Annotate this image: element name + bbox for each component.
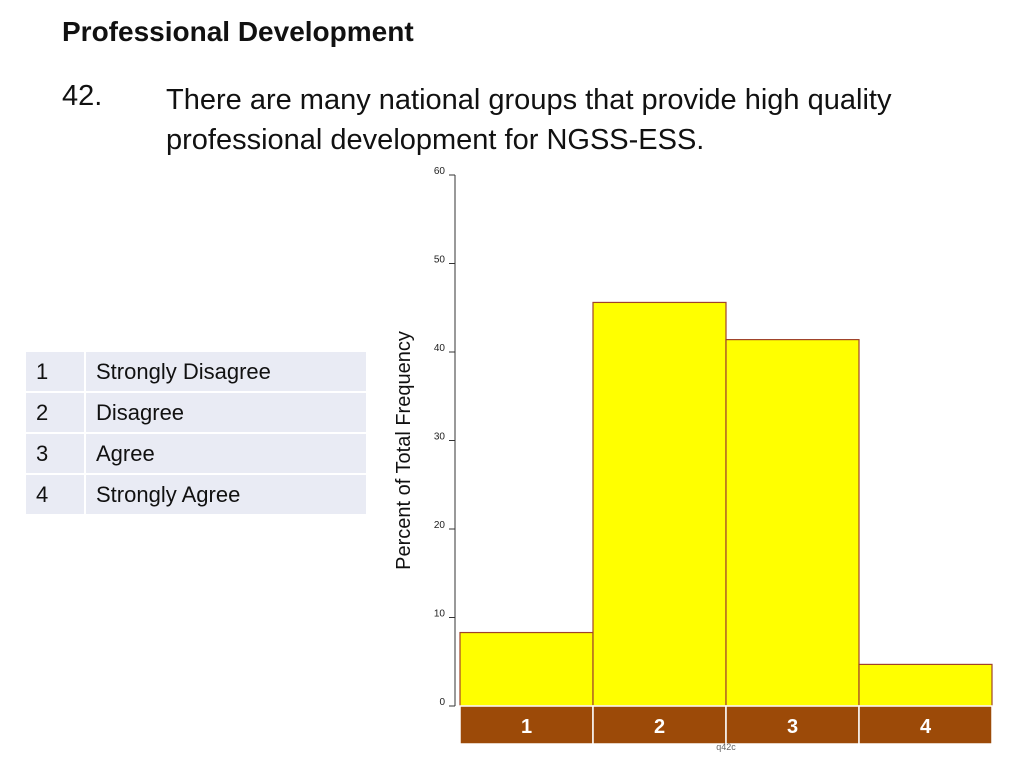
y-tick-label: 30 (434, 432, 446, 443)
category-label: 1 (521, 716, 532, 738)
legend-row: 1 Strongly Disagree (26, 352, 366, 391)
legend-row: 3 Agree (26, 434, 366, 473)
y-axis: 0 10 20 30 40 50 60 (434, 166, 456, 708)
y-axis-label: Percent of Total Frequency (393, 331, 415, 570)
y-tick-label: 0 (439, 697, 445, 708)
legend-label: Disagree (86, 393, 366, 432)
legend-code: 4 (26, 475, 86, 514)
legend-row: 4 Strongly Agree (26, 475, 366, 514)
category-cell (858, 705, 993, 745)
x-axis-label: q42c (716, 742, 736, 752)
bar-2 (592, 301, 727, 707)
category-cell (459, 705, 594, 745)
category-band: 1 2 3 4 (459, 705, 993, 745)
category-label: 4 (920, 716, 932, 738)
legend-code: 1 (26, 352, 86, 391)
bars (459, 301, 993, 707)
legend-label: Agree (86, 434, 366, 473)
response-legend-table: 1 Strongly Disagree 2 Disagree 3 Agree 4… (26, 350, 366, 516)
frequency-bar-chart: 0 10 20 30 40 50 60 1 2 3 4 Percent of Total Freq… (393, 166, 993, 752)
y-tick-label: 50 (434, 255, 446, 266)
legend-row: 2 Disagree (26, 393, 366, 432)
section-title: Professional Development (62, 16, 414, 47)
category-cell (592, 705, 727, 745)
category-label: 2 (654, 716, 665, 738)
category-label: 3 (787, 716, 798, 738)
y-tick-label: 60 (434, 166, 446, 177)
y-tick-label: 20 (434, 520, 446, 531)
y-tick-label: 10 (434, 609, 446, 620)
bar-1 (459, 631, 594, 707)
bar-4 (858, 663, 993, 707)
legend-label: Strongly Agree (86, 475, 366, 514)
question-number: 42. (62, 80, 103, 112)
y-tick-label: 40 (434, 343, 446, 354)
question-text: There are many national groups that prov… (166, 84, 892, 156)
legend-label: Strongly Disagree (86, 352, 366, 391)
legend-code: 2 (26, 393, 86, 432)
bar-3 (725, 339, 860, 707)
legend-code: 3 (26, 434, 86, 473)
